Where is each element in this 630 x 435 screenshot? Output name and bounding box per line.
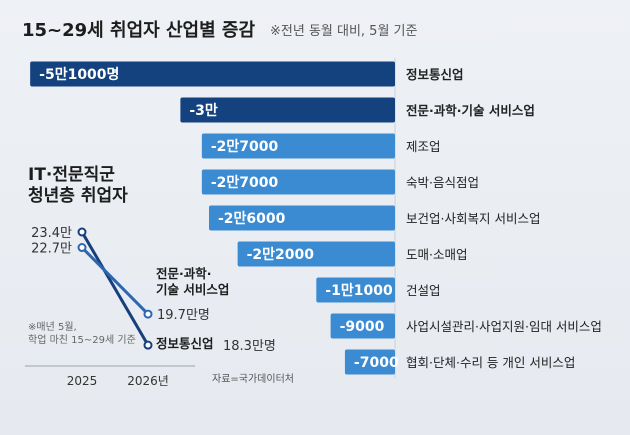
value-label: -2만2000 (247, 247, 315, 263)
bar (30, 61, 396, 87)
category-label: 전문·과학·기술 서비스업 (406, 103, 535, 118)
bar (201, 133, 395, 159)
value-label: -2만7000 (211, 139, 279, 155)
value-label: -2만7000 (211, 175, 279, 191)
bar (330, 313, 395, 339)
series-name: 전문·과학· 기술 서비스업 (156, 266, 230, 297)
value-label: -2만6000 (218, 211, 286, 227)
bar (180, 97, 395, 123)
value-label: 19.7만명 (157, 308, 210, 323)
value-label: 22.7만 (31, 242, 72, 257)
bar (344, 349, 395, 375)
category-label: 보건업·사회복지 서비스업 (406, 211, 540, 226)
value-label: 23.4만 (31, 226, 72, 241)
bar (316, 277, 395, 303)
category-label: 사업시설관리·사업지원·임대 서비스업 (406, 319, 602, 334)
value-label: -3만 (189, 103, 218, 119)
series-name: 정보통신업 (156, 336, 214, 352)
point (77, 243, 87, 253)
bar (201, 169, 395, 195)
source: 자료=국가데이터처 (212, 374, 294, 385)
chart-title: 15~29세 취업자 산업별 증감 (22, 20, 256, 41)
category-label: 제조업 (406, 139, 441, 154)
point (143, 340, 153, 350)
bar (209, 205, 395, 231)
line (80, 231, 150, 346)
chart-subtitle: ※전년 동월 대비, 5월 기준 (270, 24, 418, 39)
value-label: -5만1000명 (39, 66, 119, 83)
value-label: -1만1000 (325, 283, 393, 299)
value-label: -9000 (340, 319, 385, 335)
category-label: 도매·소매업 (406, 247, 467, 262)
x-tick-label: 2026년 (127, 374, 169, 388)
category-label: 정보통신업 (406, 67, 464, 82)
line (80, 246, 150, 316)
value-label: -7000 (354, 355, 399, 371)
category-label: 건설업 (406, 283, 441, 298)
bar (237, 241, 395, 267)
point (143, 309, 153, 319)
inset-note: ※매년 5월, 학업 마친 15~29세 기준 (28, 322, 136, 346)
x-tick-label: 2025 (67, 374, 98, 388)
value-label: 18.3만명 (223, 339, 276, 354)
inset-title: IT·전문직군 청년층 취업자 (28, 165, 128, 207)
point (77, 227, 87, 237)
category-label: 숙박·음식점업 (406, 175, 479, 190)
category-label: 협회·단체·수리 등 개인 서비스업 (406, 355, 575, 370)
